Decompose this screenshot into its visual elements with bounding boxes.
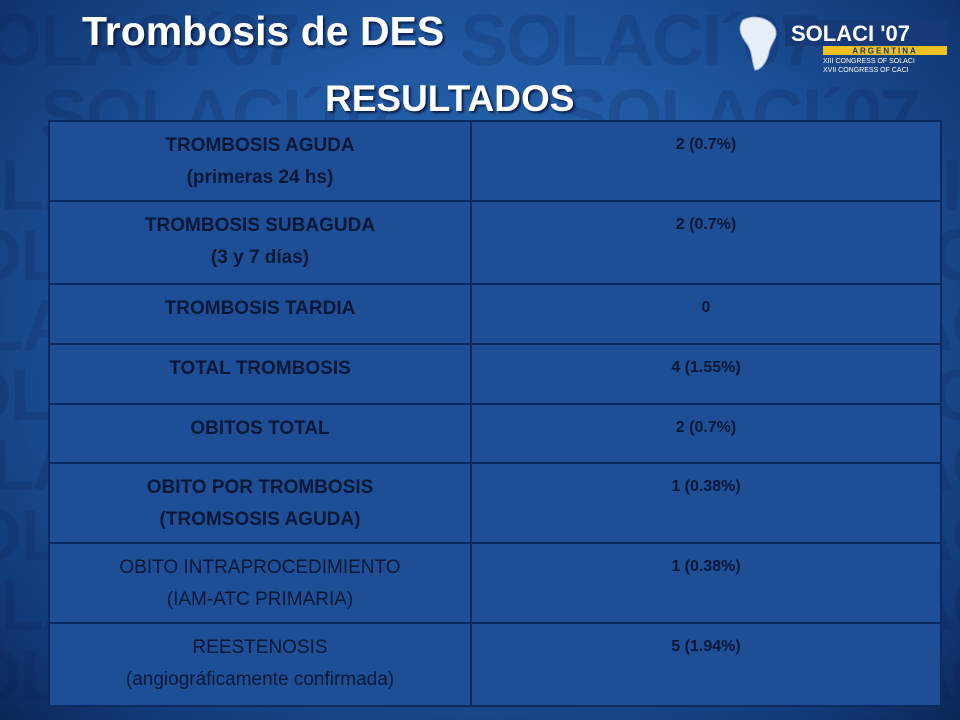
row-value: 1 (0.38%)	[470, 542, 942, 624]
label-line: REESTENOSIS	[192, 637, 328, 658]
row-label: TROMBOSIS AGUDA (primeras 24 hs)	[48, 120, 472, 202]
label-line: (primeras 24 hs)	[186, 167, 334, 188]
row-value: 4 (1.55%)	[470, 343, 942, 405]
label-line: TROMBOSIS AGUDA	[165, 135, 355, 156]
row-value: 1 (0.38%)	[470, 462, 942, 544]
row-value: 2 (0.7%)	[470, 403, 942, 464]
table-row: TROMBOSIS TARDIA 0	[48, 283, 942, 345]
row-label: OBITO POR TROMBOSIS (TROMSOSIS AGUDA)	[48, 462, 472, 544]
label-line: TOTAL TROMBOSIS	[169, 358, 351, 379]
logo-line: XIII CONGRESS OF SOLACI	[823, 58, 915, 65]
logo-line: XVII CONGRESS OF CACI	[823, 67, 909, 74]
logo: SOLACI '07 ARGENTINA XIII CONGRESS OF SO…	[739, 16, 947, 74]
row-label: OBITO INTRAPROCEDIMIENTO (IAM-ATC PRIMARI…	[48, 542, 472, 624]
table-row: TOTAL TROMBOSIS 4 (1.55%)	[48, 343, 942, 405]
label-line: OBITO POR TROMBOSIS	[146, 477, 374, 498]
logo-band	[785, 20, 947, 46]
row-value: 2 (0.7%)	[470, 200, 942, 285]
row-label: TROMBOSIS TARDIA	[48, 283, 472, 345]
slide-title: Trombosis de DES	[82, 8, 445, 54]
logo-country: ARGENTINA	[852, 47, 918, 56]
table-row: TROMBOSIS SUBAGUDA (3 y 7 días) 2 (0.7%)	[48, 200, 942, 285]
row-value: 0	[470, 283, 942, 345]
table-row: OBITOS TOTAL 2 (0.7%)	[48, 403, 942, 464]
table-row: OBITO INTRAPROCEDIMIENTO (IAM-ATC PRIMARI…	[48, 542, 942, 624]
row-label: TROMBOSIS SUBAGUDA (3 y 7 días)	[48, 200, 472, 285]
table-row: REESTENOSIS (angiográficamente confirmada…	[48, 622, 942, 707]
row-label: REESTENOSIS (angiográficamente confirmada…	[48, 622, 472, 707]
row-value: 2 (0.7%)	[470, 120, 942, 202]
results-table: TROMBOSIS AGUDA (primeras 24 hs) 2 (0.7%) T…	[48, 120, 942, 707]
logo-globe	[739, 16, 777, 71]
table-row: OBITO POR TROMBOSIS (TROMSOSIS AGUDA) 1 (0…	[48, 462, 942, 544]
subtitle: RESULTADOS	[325, 78, 575, 119]
logo-text: SOLACI '07	[791, 21, 910, 46]
label-line: TROMBOSIS TARDIA	[164, 298, 356, 319]
row-value: 5 (1.94%)	[470, 622, 942, 707]
row-label: TOTAL TROMBOSIS	[48, 343, 472, 405]
label-line: OBITOS TOTAL	[190, 418, 330, 439]
table-row: TROMBOSIS AGUDA (primeras 24 hs) 2 (0.7%)	[48, 120, 942, 202]
label-line: (TROMSOSIS AGUDA)	[159, 509, 361, 530]
label-line: (IAM-ATC PRIMARIA)	[166, 589, 354, 610]
logo-strip	[823, 46, 947, 55]
label-line: (angiográficamente confirmada)	[125, 669, 395, 690]
label-line: TROMBOSIS SUBAGUDA	[144, 215, 376, 236]
label-line: OBITO INTRAPROCEDIMIENTO	[119, 557, 401, 578]
label-line: (3 y 7 días)	[210, 247, 310, 268]
row-label: OBITOS TOTAL	[48, 403, 472, 464]
